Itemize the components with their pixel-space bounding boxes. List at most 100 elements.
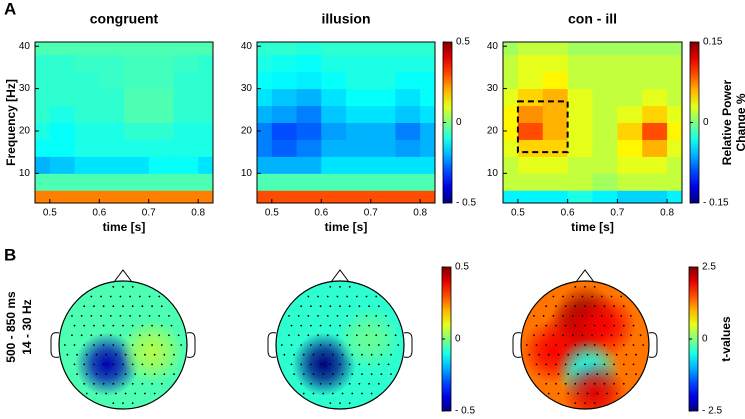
electrode — [141, 382, 144, 385]
electrode — [153, 392, 156, 395]
electrode — [567, 392, 570, 395]
electrode — [160, 305, 163, 308]
highlight-box — [516, 100, 569, 154]
cell — [667, 122, 682, 140]
electrode — [576, 353, 579, 356]
electrode — [630, 315, 632, 317]
electrode — [148, 295, 151, 298]
cell — [420, 71, 435, 90]
electrode — [341, 392, 344, 395]
electrode — [368, 363, 370, 366]
electrode — [368, 382, 370, 385]
cell — [173, 122, 199, 140]
electrode — [545, 324, 548, 327]
cell — [642, 88, 668, 107]
electrode — [95, 353, 98, 356]
electrode — [339, 402, 341, 405]
electrode — [390, 353, 392, 356]
electrode — [365, 315, 368, 317]
electrode — [584, 305, 586, 308]
y-tick-label: 10 — [19, 168, 31, 179]
cell — [257, 88, 273, 107]
cell — [592, 42, 618, 56]
electrode — [613, 324, 615, 327]
cell — [370, 173, 396, 191]
cell — [99, 173, 125, 191]
cell — [592, 88, 618, 107]
cell — [49, 156, 76, 174]
cell — [124, 190, 150, 203]
electrode — [639, 334, 642, 337]
electrode — [326, 334, 329, 337]
cell — [173, 88, 199, 107]
row-label: 500 - 850 ms — [4, 291, 18, 363]
electrode — [557, 353, 560, 356]
electrode — [71, 315, 73, 317]
panel-label: B — [4, 245, 16, 264]
cell — [592, 156, 618, 174]
electrode — [319, 382, 322, 385]
topo-source — [119, 319, 184, 384]
x-tick-label: 0.8 — [413, 208, 427, 219]
electrode — [312, 353, 315, 356]
electrode — [283, 353, 286, 356]
electrode — [528, 353, 531, 356]
electrode — [112, 305, 115, 308]
cell — [567, 156, 593, 174]
cell — [370, 156, 396, 174]
cell — [517, 122, 544, 140]
cell — [542, 105, 569, 123]
cell — [49, 54, 76, 73]
electrode — [606, 373, 608, 375]
electrode — [574, 305, 577, 308]
cell — [420, 88, 435, 107]
cell — [617, 71, 643, 90]
ear — [403, 332, 413, 358]
topo-source — [562, 361, 627, 409]
electrode — [80, 315, 83, 317]
electrode — [346, 334, 349, 337]
electrode — [571, 295, 574, 298]
electrode — [163, 353, 166, 356]
colorbar-label: t-values — [719, 316, 733, 362]
electrode — [603, 382, 606, 385]
cell — [420, 54, 435, 73]
electrode — [538, 373, 540, 375]
electrode — [66, 353, 69, 356]
electrode — [329, 324, 332, 327]
electrode — [552, 295, 555, 298]
electrode — [625, 353, 628, 356]
cell — [271, 71, 298, 90]
electrode — [160, 363, 163, 366]
electrode — [83, 305, 86, 308]
cell — [567, 190, 593, 203]
cell — [148, 42, 174, 56]
cell — [667, 42, 682, 56]
electrode — [312, 392, 315, 395]
cell — [617, 156, 643, 174]
cell — [395, 139, 421, 157]
electrode — [331, 392, 334, 395]
cell — [257, 139, 273, 157]
cell — [321, 173, 347, 191]
electrode — [83, 382, 86, 385]
electrode — [542, 334, 545, 337]
cell — [567, 122, 593, 140]
electrode — [158, 334, 161, 337]
electrode — [613, 305, 615, 308]
electrode — [95, 392, 98, 395]
electrode — [390, 373, 392, 375]
cell — [271, 190, 298, 203]
electrode — [336, 315, 339, 317]
electrode — [397, 344, 400, 346]
cell — [517, 54, 544, 73]
x-axis-label: time [s] — [325, 220, 368, 234]
cell — [321, 71, 347, 90]
cell — [296, 88, 322, 107]
cell — [642, 54, 668, 73]
electrode — [591, 315, 594, 317]
electrode — [370, 373, 373, 375]
cell — [257, 156, 273, 174]
cell — [592, 173, 618, 191]
electrode — [368, 344, 370, 346]
